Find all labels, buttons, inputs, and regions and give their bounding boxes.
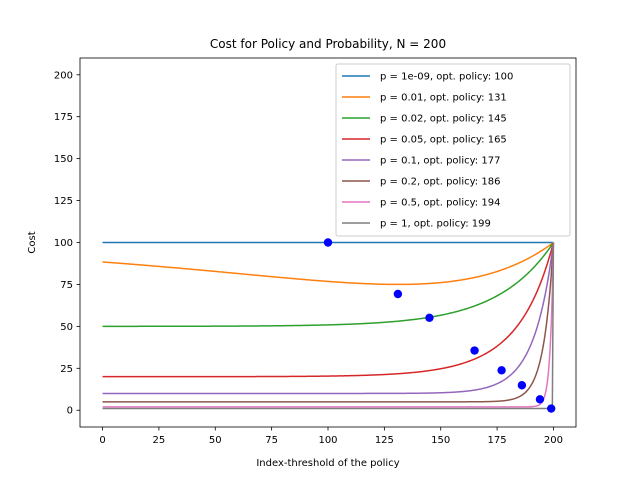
y-tick-label: 200: [54, 70, 73, 81]
x-tick-label: 75: [265, 435, 278, 446]
series-line-2: [102, 242, 555, 328]
legend-label-0: p = 1e-09, opt. policy: 100: [380, 72, 513, 83]
chart-title: Cost for Policy and Probability, N = 200: [210, 37, 446, 51]
legend: p = 1e-09, opt. policy: 100 p = 0.01, opt…: [335, 63, 571, 237]
opt-policy-marker-5: [517, 381, 527, 390]
legend-label-6: p = 0.5, opt. policy: 194: [380, 198, 500, 209]
series-line-7: [102, 242, 555, 410]
series-line-5: [102, 242, 555, 403]
opt-policy-marker-7: [547, 404, 556, 413]
x-tick-label: 25: [153, 435, 166, 446]
series-line-6: [102, 242, 555, 408]
opt-policy-marker-4: [497, 366, 506, 375]
series-line-3: [102, 242, 555, 378]
x-tick-label: 125: [375, 435, 394, 446]
opt-policy-marker-1: [393, 289, 403, 299]
y-tick-label: 150: [54, 154, 73, 165]
x-axis: 0 25 50 75 100 125 150 175 200: [99, 427, 563, 446]
y-tick-label: 75: [60, 280, 73, 291]
y-tick-label: 100: [54, 238, 73, 249]
x-tick-label: 175: [488, 435, 507, 446]
x-tick-label: 200: [544, 435, 563, 446]
y-tick-label: 50: [60, 322, 73, 333]
opt-policy-marker-3: [470, 346, 479, 355]
legend-label-3: p = 0.05, opt. policy: 165: [380, 135, 507, 146]
x-axis-label: Index-threshold of the policy: [256, 458, 399, 469]
y-axis: 0 25 50 75 100 125 150 175 200: [54, 70, 80, 417]
y-tick-label: 0: [67, 406, 73, 417]
x-tick-label: 150: [431, 435, 450, 446]
series-line-4: [102, 242, 555, 395]
legend-box: [335, 63, 571, 237]
plot-area: [102, 238, 556, 413]
opt-policy-marker-6: [535, 395, 545, 404]
y-tick-label: 175: [54, 112, 73, 123]
x-tick-label: 100: [318, 435, 337, 446]
y-tick-label: 125: [54, 196, 73, 207]
legend-label-5: p = 0.2, opt. policy: 186: [380, 177, 500, 188]
y-axis-label: Cost: [27, 231, 38, 253]
legend-label-7: p = 1, opt. policy: 199: [380, 219, 491, 230]
opt-policy-marker-0: [323, 238, 333, 247]
legend-label-2: p = 0.02, opt. policy: 145: [380, 114, 507, 125]
series-line-1: [102, 241, 554, 286]
y-tick-label: 25: [60, 364, 73, 375]
legend-label-4: p = 0.1, opt. policy: 177: [380, 156, 500, 167]
x-tick-label: 0: [99, 435, 105, 446]
legend-label-1: p = 0.01, opt. policy: 131: [380, 93, 507, 104]
x-tick-label: 50: [209, 435, 222, 446]
opt-policy-marker-2: [425, 313, 434, 323]
